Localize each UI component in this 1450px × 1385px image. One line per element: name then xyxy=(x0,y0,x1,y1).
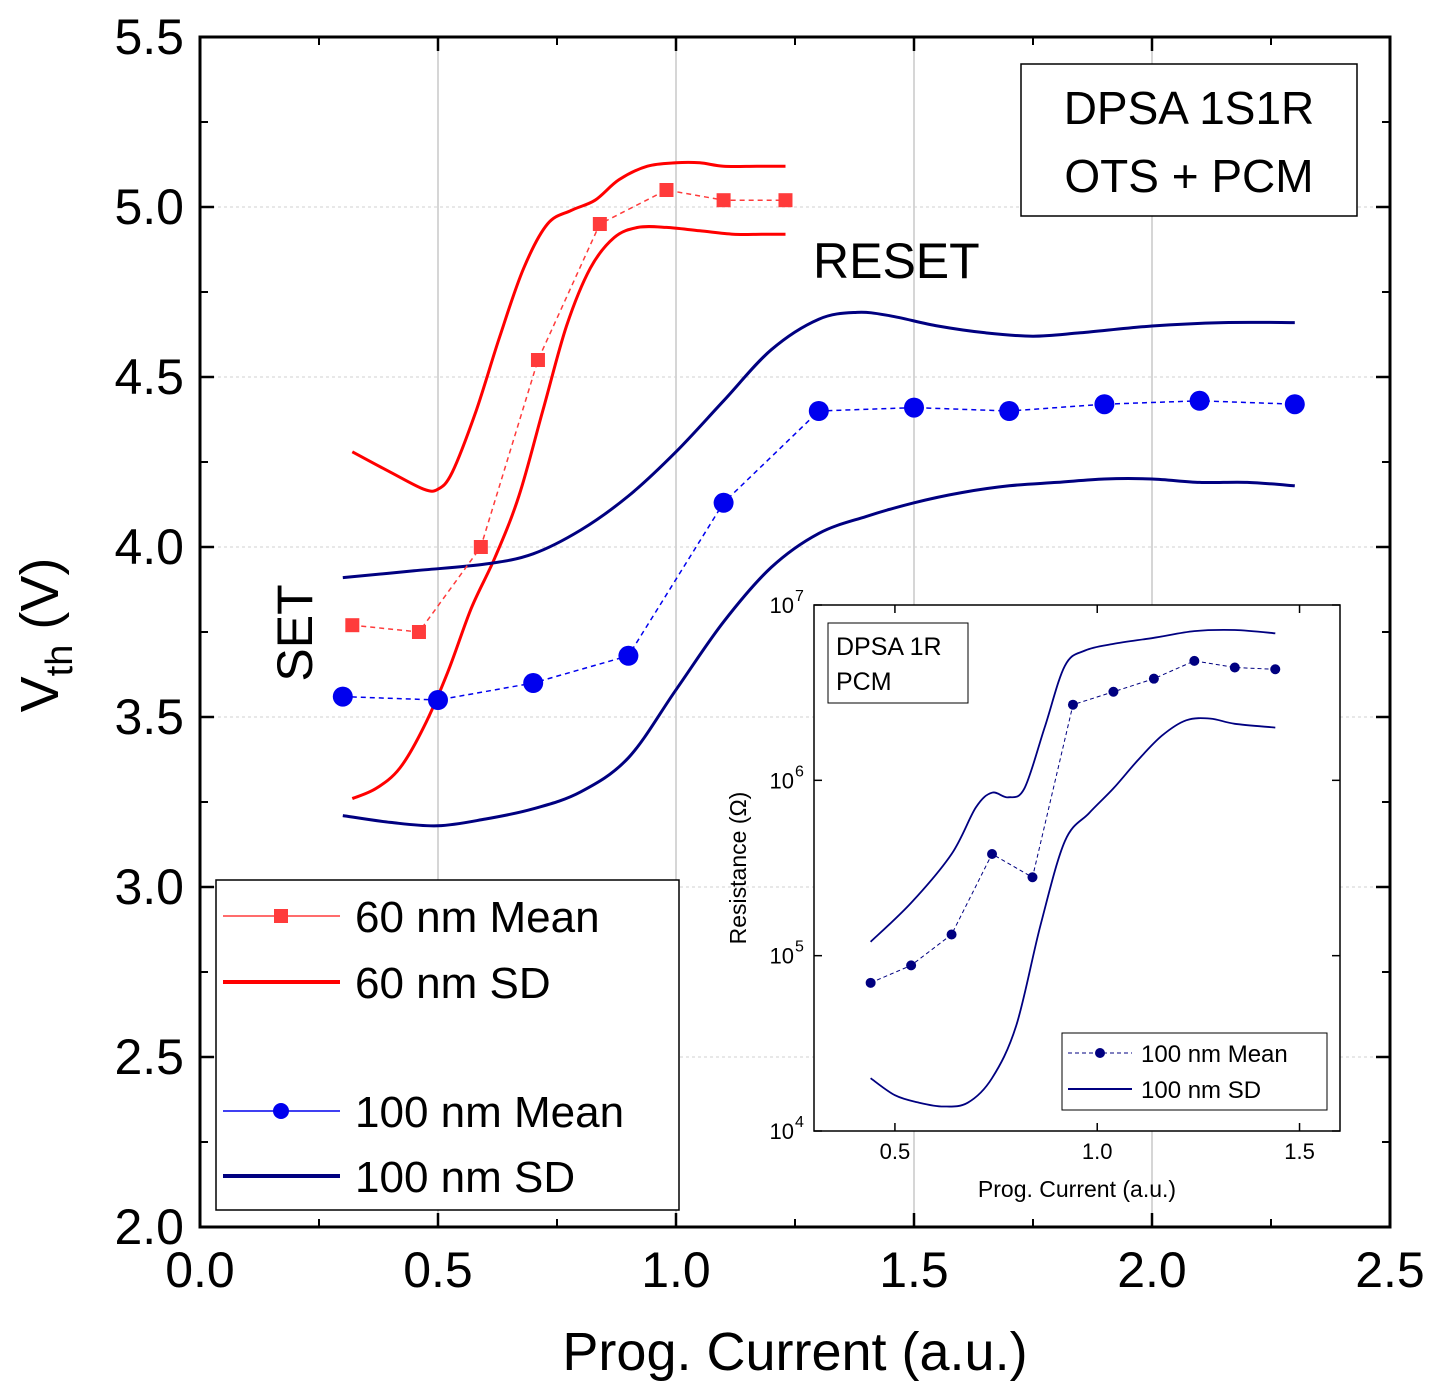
main-x-tick-label: 0.5 xyxy=(403,1242,473,1298)
inset-sd-upper-line xyxy=(869,628,1276,943)
main-legend-frame xyxy=(215,879,680,1211)
inset-mean-point xyxy=(1229,662,1240,673)
inset-y-tick-exponent: 4 xyxy=(795,1114,804,1131)
main-plot-frame xyxy=(198,35,1392,1229)
inset-mean-point xyxy=(865,977,876,988)
legend-100nm-sd-label: 100 nm SD xyxy=(355,1153,575,1202)
100-nm-mean-point xyxy=(808,401,829,421)
legend-100nm-mean-marker xyxy=(273,1103,289,1119)
main-x-tick-label: 0.0 xyxy=(165,1242,235,1298)
set-annotation: SET xyxy=(267,584,323,681)
inset-mean-point xyxy=(1148,673,1159,684)
60-nm-mean-line xyxy=(352,189,786,633)
inset-mean-point xyxy=(946,929,957,940)
inset-mean-point xyxy=(1270,664,1281,675)
inset-y-tick-exponent: 7 xyxy=(795,588,804,605)
inset-plot-frame xyxy=(813,604,1341,1132)
main-info-box-frame xyxy=(1020,63,1358,217)
main-legend: 60 nm Mean 60 nm SD 100 nm Mean 100 nm S… xyxy=(215,879,680,1211)
60-nm-mean-point xyxy=(659,183,674,197)
inset-mean-point xyxy=(906,960,917,971)
100-nm-mean-point xyxy=(428,690,448,710)
60-nm-mean-point xyxy=(473,540,488,554)
60-nm-mean-point xyxy=(411,625,426,639)
main-x-tick-label: 1.5 xyxy=(879,1242,949,1298)
inset-legend-mean-marker xyxy=(1095,1048,1105,1058)
x-axis-title: Prog. Current (a.u.) xyxy=(562,1322,1027,1382)
inset-y-tick-label: 10 xyxy=(770,944,794,969)
main-info-box: DPSA 1S1R OTS + PCM xyxy=(1020,63,1358,217)
inset-y-tick-label: 10 xyxy=(770,593,794,618)
legend-60nm-mean-marker xyxy=(274,909,288,923)
main-y-tick-label: 4.0 xyxy=(114,519,184,575)
60-nm-mean-point xyxy=(592,217,607,231)
main-y-tick-label: 5.5 xyxy=(114,9,184,65)
main-y-tick-label: 2.5 xyxy=(114,1029,184,1085)
100-nm-mean-point xyxy=(618,645,639,666)
inset-info-box-line-2: PCM xyxy=(836,668,892,696)
inset-x-tick-label: 0.5 xyxy=(880,1139,911,1164)
100-nm-mean-point xyxy=(999,401,1020,421)
main-y-tick-label: 4.5 xyxy=(114,349,184,405)
inset-legend-mean-label: 100 nm Mean xyxy=(1141,1041,1288,1068)
y-axis-title: Vth (V) xyxy=(10,558,81,713)
inset-info-box-frame xyxy=(827,622,969,704)
legend-60nm-sd-label: 60 nm SD xyxy=(355,959,551,1008)
main-x-tick-label: 2.0 xyxy=(1117,1242,1187,1298)
inset-x-axis-title: Prog. Current (a.u.) xyxy=(978,1176,1176,1202)
main-y-tick-label: 3.0 xyxy=(114,859,184,915)
main-info-box-line-2: OTS + PCM xyxy=(1064,150,1313,202)
100-nm-mean-point xyxy=(332,686,353,707)
main-y-tick-label: 5.0 xyxy=(114,179,184,235)
inset-y-tick-label: 10 xyxy=(770,768,794,793)
inset-info-box-line-1: DPSA 1R xyxy=(836,633,942,661)
60-nm-sd-lower-line xyxy=(351,224,786,800)
100-nm-mean-point xyxy=(1284,394,1305,415)
legend-100nm-mean-label: 100 nm Mean xyxy=(355,1088,624,1137)
60-nm-mean-point xyxy=(530,353,545,367)
main-info-box-line-1: DPSA 1S1R xyxy=(1064,82,1315,134)
main-x-tick-label: 1.0 xyxy=(641,1242,711,1298)
60-nm-mean-point xyxy=(716,193,731,208)
100-nm-mean-point xyxy=(523,673,544,693)
100-nm-mean-point xyxy=(904,397,924,418)
inset-legend: 100 nm Mean 100 nm SD xyxy=(1061,1032,1328,1111)
100-nm-sd-upper-line xyxy=(342,310,1295,580)
inset-legend-frame xyxy=(1061,1032,1328,1111)
inset-y-tick-label: 10 xyxy=(770,1119,794,1144)
100-nm-mean-point xyxy=(1094,394,1115,415)
main-x-tick-label: 2.5 xyxy=(1355,1242,1425,1298)
main-y-tick-label: 2.0 xyxy=(114,1199,184,1255)
inset-info-box: DPSA 1R PCM xyxy=(827,622,969,704)
inset-y-tick-exponent: 5 xyxy=(795,939,804,956)
inset-mean-point xyxy=(1108,686,1119,697)
60-nm-mean-point xyxy=(778,193,793,208)
inset-mean-point xyxy=(1067,699,1078,710)
inset-y-axis-title: Resistance (Ω) xyxy=(725,792,751,945)
inset-x-tick-label: 1.0 xyxy=(1082,1139,1113,1164)
100-nm-mean-point xyxy=(1189,390,1210,411)
100-nm-mean-point xyxy=(713,492,734,513)
inset-mean-point xyxy=(987,849,998,860)
inset-legend-sd-label: 100 nm SD xyxy=(1141,1077,1261,1104)
main-plot-lines xyxy=(332,160,1305,828)
reset-annotation: RESET xyxy=(813,233,980,289)
inset-sd-lower-line xyxy=(870,717,1276,1108)
60-nm-mean-point xyxy=(345,618,360,633)
100-nm-sd-lower-line xyxy=(342,477,1295,828)
inset-y-tick-exponent: 6 xyxy=(795,763,804,780)
main-y-tick-label: 3.5 xyxy=(114,689,184,745)
inset-plot-lines xyxy=(865,628,1281,1108)
main-chart: 0.0 0.5 1.0 1.5 2.0 2.5 2.0 2.5 3.0 3.5 4.0 4.5 5.0 5… xyxy=(10,9,1425,1382)
inset-x-tick-label: 1.5 xyxy=(1284,1139,1315,1164)
inset-mean-point xyxy=(1027,872,1038,883)
inset-mean-point xyxy=(1189,655,1200,666)
main-axis-ticks: 0.0 0.5 1.0 1.5 2.0 2.5 2.0 2.5 3.0 3.5 4.0 4.5 5.0 5… xyxy=(114,9,1424,1298)
legend-60nm-mean-label: 60 nm Mean xyxy=(355,893,600,942)
60-nm-sd-upper-line xyxy=(351,160,786,493)
